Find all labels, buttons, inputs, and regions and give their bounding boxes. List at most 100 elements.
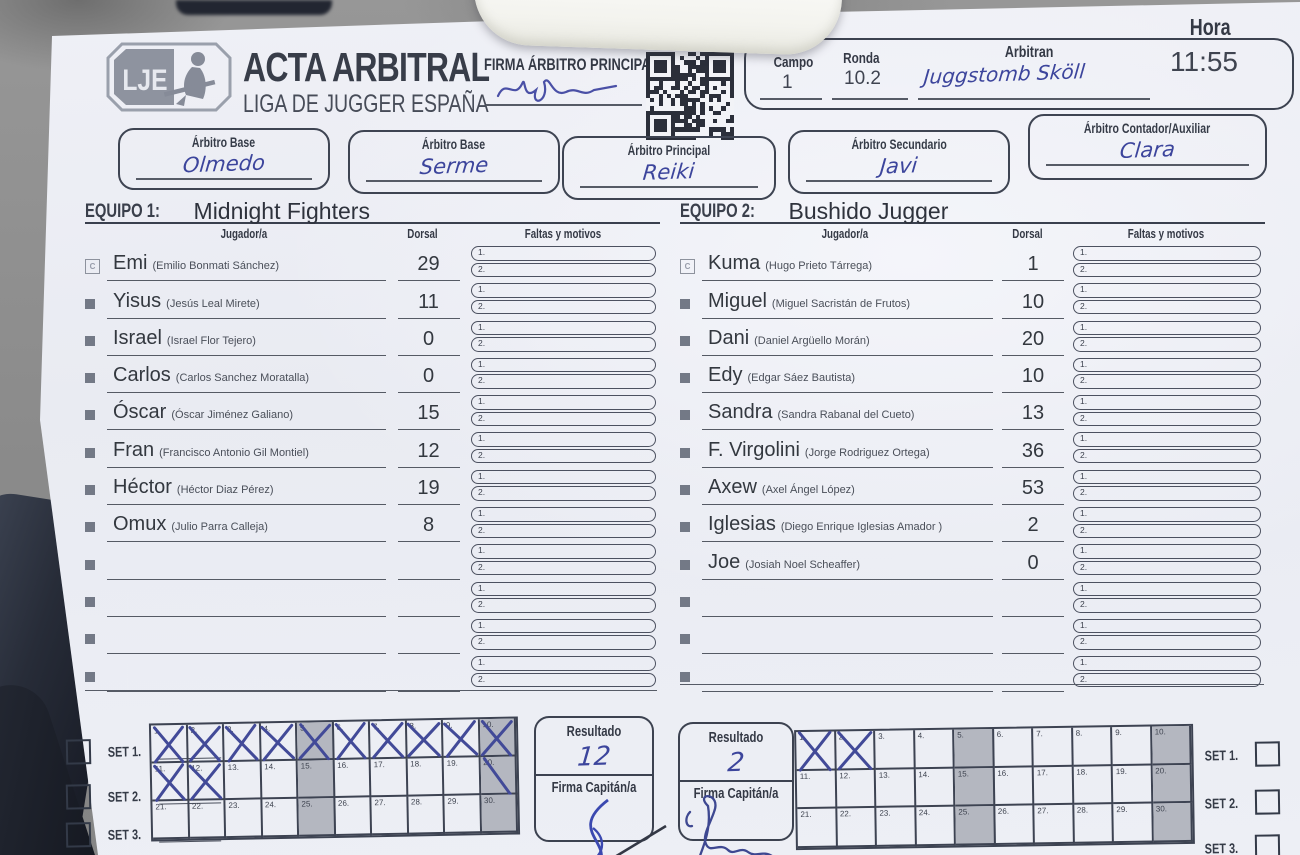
- ronda-label: Ronda: [843, 50, 880, 67]
- set-label: SET 3.: [108, 825, 142, 843]
- dark-object-top: [176, 0, 332, 15]
- player-nickname: Omux: [113, 513, 167, 536]
- player-fullname: (Jesús Leal Mirete): [166, 297, 260, 310]
- player-square-marker: [680, 671, 690, 682]
- falta-line-2: 2.: [1073, 635, 1261, 650]
- dorsal-value: 2: [1002, 514, 1064, 543]
- falta-line-1: 1.: [471, 395, 656, 410]
- falta-line-1: 1.: [1073, 357, 1261, 373]
- faltas-cell: 1. 2.: [471, 542, 660, 579]
- dorsal-value: 19: [397, 477, 460, 506]
- player-row: Joe (Josiah Noel Scheaffer) 0 1. 2.: [680, 542, 1265, 580]
- cross-mark: [226, 722, 257, 763]
- faltas-cell: 1. 2.: [471, 319, 660, 356]
- score-cell: 18.: [407, 757, 445, 797]
- player-row: 1. 2.: [85, 654, 660, 692]
- dorsal-value: 20: [1002, 328, 1064, 356]
- falta-line-1: 1.: [1073, 395, 1261, 410]
- campo-label: Campo: [773, 54, 814, 71]
- faltas-cell: 1. 2.: [471, 468, 660, 505]
- falta-line-2: 2.: [1073, 560, 1261, 576]
- player-row: Óscar (Óscar Jiménez Galiano) 15 1. 2.: [85, 393, 660, 431]
- referee-name-value: Reiki: [642, 159, 696, 185]
- player-nickname: Dani: [708, 326, 750, 349]
- dorsal-value: 0: [397, 328, 460, 356]
- score-cell: 15.: [297, 760, 335, 799]
- column-headers: Jugador/a Dorsal Faltas y motivos: [220, 227, 601, 241]
- player-row: Axew (Axel Ángel López) 53 1. 2.: [680, 468, 1265, 506]
- score-cell: 23.: [225, 799, 263, 839]
- referee-name-value: Olmedo: [181, 150, 267, 178]
- score-cell: 27.: [371, 796, 409, 836]
- faltas-cell: 1. 2.: [1073, 542, 1265, 579]
- lje-logo: LJE: [106, 42, 232, 112]
- logo-text: LJE: [122, 63, 167, 97]
- player-name-cell: [702, 663, 993, 692]
- player-row: 1. 2.: [680, 654, 1265, 692]
- score-cell: 23.: [876, 807, 917, 847]
- dorsal-value: 1: [1002, 253, 1064, 282]
- falta-line-2: 2.: [471, 299, 656, 315]
- player-square-marker: [85, 671, 95, 682]
- player-fullname: (Carlos Sanchez Moratalla): [175, 372, 310, 385]
- set-row-right: SET 3.: [1192, 834, 1281, 855]
- team-header: EQUIPO 1: Midnight Fighters: [85, 198, 660, 224]
- score-cell: 10.: [479, 718, 517, 758]
- player-name-cell: Kuma (Hugo Prieto Tárrega): [702, 252, 993, 282]
- faltas-cell: 1. 2.: [471, 281, 660, 318]
- team2-bottom-line: [680, 684, 1264, 686]
- falta-line-1: 1.: [1073, 469, 1261, 485]
- player-nickname: Edy: [708, 364, 743, 387]
- faltas-cell: 1. 2.: [471, 580, 660, 617]
- falta-line-1: 1.: [471, 246, 656, 261]
- set-label: SET 1.: [108, 742, 142, 760]
- player-nickname: F. Virgolini: [708, 438, 800, 461]
- player-nickname: Fran: [113, 438, 155, 461]
- score-cell: 27.: [1034, 804, 1075, 844]
- player-square-marker: [680, 373, 690, 384]
- player-fullname: (Edgar Sáez Bautista): [747, 372, 856, 385]
- falta-line-2: 2.: [1073, 337, 1261, 352]
- player-fullname: (Diego Enrique Iglesias Amador ): [780, 521, 943, 534]
- player-square-marker: [680, 596, 690, 607]
- player-name-cell: Sandra (Sandra Rabanal del Cueto): [702, 401, 993, 431]
- score-cell: 12.: [836, 769, 877, 809]
- dorsal-value: 0: [1002, 552, 1064, 580]
- falta-line-1: 1.: [471, 618, 656, 634]
- player-square-marker: [85, 522, 95, 533]
- player-name-cell: Emi (Emilio Bonmati Sánchez): [107, 252, 386, 282]
- score-cell: 29.: [1113, 803, 1154, 843]
- score-cell: 19.: [443, 757, 481, 796]
- player-row: 1. 2.: [85, 542, 660, 580]
- captain-checkbox: C: [85, 258, 100, 274]
- faltas-cell: 1. 2.: [471, 244, 660, 281]
- falta-line-1: 1.: [1073, 246, 1261, 261]
- player-square-marker: [680, 522, 690, 533]
- dorsal-value: [397, 589, 460, 617]
- score-cell: 18.: [1073, 765, 1114, 805]
- team-section: EQUIPO 2: Bushido Jugger Jugador/a Dorsa…: [680, 198, 1265, 692]
- player-nickname: Axew: [708, 476, 757, 499]
- falta-line-2: 2.: [1073, 598, 1261, 613]
- referee-box: Árbitro Base Serme: [348, 130, 560, 194]
- score-cell: 14.: [915, 768, 956, 808]
- player-nickname: Miguel: [708, 289, 767, 312]
- set-checkbox: [65, 784, 92, 810]
- player-row: F. Virgolini (Jorge Rodriguez Ortega) 36…: [680, 430, 1265, 468]
- faltas-cell: 1. 2.: [1073, 281, 1265, 318]
- dorsal-value: [397, 552, 460, 580]
- player-square-marker: [680, 410, 690, 421]
- player-name-cell: Israel (Israel Flor Tejero): [107, 327, 386, 356]
- team-name: Bushido Jugger: [788, 198, 949, 224]
- player-square-marker: [85, 559, 95, 570]
- score-cell: 22.: [188, 800, 227, 839]
- team-section: EQUIPO 1: Midnight Fighters Jugador/a Do…: [85, 198, 660, 692]
- player-fullname: (Axel Ángel López): [761, 484, 855, 497]
- player-square-marker: [85, 373, 95, 384]
- falta-line-2: 2.: [471, 262, 656, 277]
- score-cell: 21.: [797, 808, 838, 848]
- player-fullname: (Julio Parra Calleja): [171, 521, 268, 534]
- referee-role-label: Árbitro Base: [422, 137, 486, 152]
- falta-line-1: 1.: [1073, 283, 1261, 298]
